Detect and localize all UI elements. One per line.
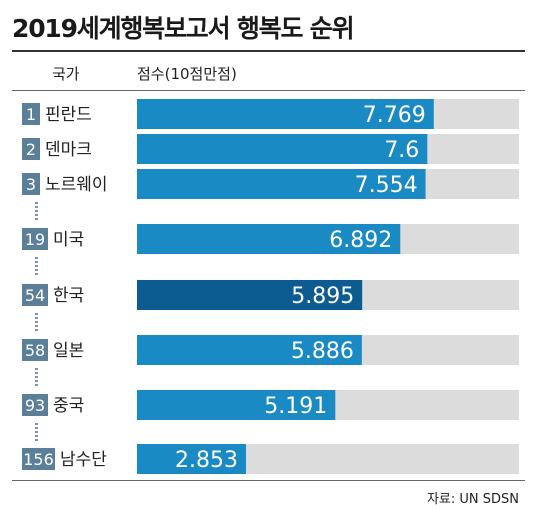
header-rule [12,90,525,91]
rank-label: 3 [26,175,36,194]
rank-gap-dot [35,218,38,220]
rank-gap-dot [35,210,38,212]
source-note: 자료: UN SDSN [426,492,519,507]
bar-value-label: 7.769 [363,103,426,128]
rank-gap-dot [35,329,38,331]
rank-label: 19 [25,230,45,249]
column-header-score: 점수(10점만점) [137,65,237,83]
rank-gap-dot [35,376,38,378]
rank-gap-dot [35,427,38,429]
rank-label: 54 [25,286,45,305]
rank-gap-dot [35,325,38,327]
chart-title: 2019세계행복보고서 행복도 순위 [12,14,355,43]
rank-label: 156 [23,450,54,469]
country-label: 미국 [53,230,84,250]
bar-value-label: 5.191 [264,394,327,419]
rank-gap-dot [35,368,38,370]
rank-gap-dot [35,313,38,315]
rank-gap-dot [35,317,38,319]
rank-badge [22,173,40,195]
rank-gap-dot [35,435,38,437]
rank-gap-dot [35,265,38,267]
rank-badge [22,284,48,306]
rank-gap-dot [35,321,38,323]
rank-badge [22,103,40,125]
rank-gap-dot [35,206,38,208]
bar [137,99,434,129]
bar-value-label: 7.6 [384,138,419,163]
rank-badge [22,448,55,470]
country-label: 노르웨이 [45,175,108,195]
bar-value-label: 6.892 [329,228,392,253]
bar [137,169,426,199]
rank-gap-dot [35,269,38,271]
rank-badge [22,394,48,416]
rank-badge [22,138,40,160]
bar [137,335,362,365]
rank-gap-dot [35,439,38,441]
rank-label: 93 [25,396,45,415]
rank-badge [22,339,48,361]
rank-gap-dot [35,384,38,386]
rank-gap-dot [35,423,38,425]
rank-label: 2 [26,140,36,159]
rank-gap-dot [35,257,38,259]
rank-label: 58 [25,341,45,360]
bar-value-label: 5.895 [291,284,354,309]
rank-label: 1 [26,105,36,124]
bar-value-label: 5.886 [291,339,354,364]
rank-gap-dot [35,273,38,275]
column-header-country: 국가 [52,65,80,83]
bar [137,444,246,474]
bar [137,134,428,164]
bar [137,390,336,420]
rank-gap-dot [35,380,38,382]
bar [137,280,363,310]
bar [137,224,401,254]
country-label: 일본 [53,341,84,361]
country-label: 핀란드 [45,105,92,125]
rank-gap-dot [35,431,38,433]
country-label: 한국 [53,286,84,306]
country-label: 남수단 [60,450,107,470]
country-label: 덴마크 [45,140,92,160]
rank-gap-dot [35,372,38,374]
rank-gap-dot [35,202,38,204]
rank-badge [22,228,48,250]
rank-gap-dot [35,214,38,216]
source-rule [12,480,525,481]
title-rule [12,50,525,52]
rank-gap-dot [35,261,38,263]
bar-value-label: 7.554 [355,173,418,198]
bar-value-label: 2.853 [175,448,238,473]
country-label: 중국 [53,396,84,416]
